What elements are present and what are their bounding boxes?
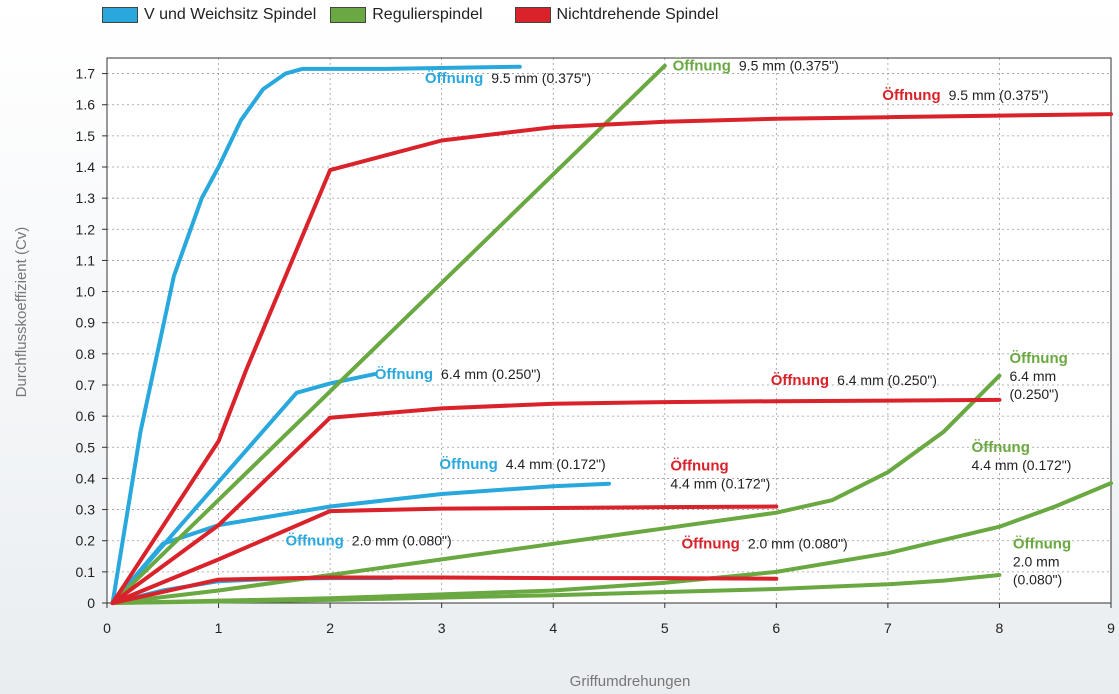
annotation-value: 9.5 mm (0.375") <box>949 87 1049 103</box>
series-line <box>110 481 1113 605</box>
annotation-label: Öffnung <box>882 87 940 104</box>
annotation-value: 4.4 mm (0.172") <box>670 476 770 492</box>
annotation-label: Öffnung <box>972 439 1030 456</box>
annotation-value: 2.0 mm (0.080") <box>352 532 452 548</box>
orifice-annotation: Öffnung 2.0 mm (0.080") <box>682 536 848 553</box>
annotation-label: Öffnung <box>425 70 483 87</box>
legend-swatch <box>330 7 367 23</box>
orifice-annotation: Öffnung 9.5 mm (0.375") <box>673 57 839 74</box>
x-tick-label: 0 <box>103 620 111 636</box>
orifice-annotation: Öffnung 9.5 mm (0.375") <box>882 87 1048 104</box>
y-tick-label: 0.3 <box>76 502 96 518</box>
annotation-label: Öffnung <box>771 372 829 389</box>
series-line <box>110 397 1002 605</box>
x-tick-label: 7 <box>884 620 892 636</box>
orifice-annotation: Öffnung 4.4 mm (0.172") <box>670 458 770 492</box>
series-line <box>110 481 611 605</box>
legend-swatch <box>514 7 551 23</box>
annotation-label: Öffnung <box>673 57 731 74</box>
x-tick-label: 9 <box>1107 620 1115 636</box>
y-tick-label: 1.1 <box>76 252 96 268</box>
orifice-annotation: Öffnung 2.0 mm (0.080") <box>1013 536 1071 588</box>
legend-item-v-spindle: V und Weichsitz Spindel <box>102 6 316 24</box>
x-tick-label: 6 <box>772 620 780 636</box>
y-tick-label: 1.0 <box>76 284 96 300</box>
y-tick-label: 0.2 <box>76 533 96 549</box>
y-tick-label: 1.4 <box>76 159 96 175</box>
series-line <box>110 575 779 605</box>
series-line <box>110 573 1002 605</box>
legend: V und Weichsitz Spindel Regulierspindel … <box>102 6 718 24</box>
series-line <box>110 63 667 605</box>
annotation-value: 4.4 mm (0.172") <box>506 456 606 472</box>
annotation-label: Öffnung <box>682 536 740 553</box>
legend-item-regulating-spindle: Regulierspindel <box>330 6 483 24</box>
orifice-annotation: Öffnung 6.4 mm (0.250") <box>771 372 937 389</box>
orifice-annotation: Öffnung 6.4 mm (0.250") <box>1009 350 1067 402</box>
plot-area <box>107 58 1111 603</box>
annotation-label: Öffnung <box>1009 350 1067 367</box>
y-tick-label: 0.4 <box>76 470 96 486</box>
legend-label: V und Weichsitz Spindel <box>144 6 317 23</box>
orifice-annotation: Öffnung 4.4 mm (0.172") <box>972 439 1072 473</box>
x-tick-label: 8 <box>996 620 1004 636</box>
y-tick-label: 0.7 <box>76 377 96 393</box>
annotation-label: Öffnung <box>285 532 343 549</box>
annotation-value: 6.4 mm <box>1009 368 1056 384</box>
y-tick-label: 0 <box>87 595 95 611</box>
y-tick-label: 1.5 <box>76 128 96 144</box>
series-line <box>110 504 779 605</box>
x-tick-label: 3 <box>438 620 446 636</box>
annotation-value: 4.4 mm (0.172") <box>972 457 1072 473</box>
annotation-value: (0.250") <box>1009 386 1058 402</box>
y-tick-label: 1.3 <box>76 190 96 206</box>
x-tick-label: 1 <box>215 620 223 636</box>
annotation-label: Öffnung <box>375 366 433 383</box>
y-tick-label: 0.9 <box>76 315 96 331</box>
annotation-label: Öffnung <box>1013 536 1071 553</box>
annotation-value: 9.5 mm (0.375") <box>491 70 591 86</box>
annotation-value: 2.0 mm (0.080") <box>748 536 848 552</box>
x-tick-label: 4 <box>549 620 557 636</box>
legend-item-nonrotating-spindle: Nichtdrehende Spindel <box>514 6 719 24</box>
y-tick-label: 1.2 <box>76 221 96 237</box>
annotation-value: 9.5 mm (0.375") <box>739 57 839 73</box>
legend-label: Nichtdrehende Spindel <box>556 6 719 23</box>
legend-label: Regulierspindel <box>372 6 483 23</box>
legend-swatch <box>102 7 138 23</box>
orifice-annotation: Öffnung 2.0 mm (0.080") <box>285 532 451 549</box>
y-tick-label: 0.6 <box>76 408 96 424</box>
y-tick-label: 1.7 <box>76 66 96 82</box>
y-tick-label: 0.1 <box>76 564 96 580</box>
series-line <box>110 372 377 605</box>
y-tick-label: 0.8 <box>76 346 96 362</box>
annotation-label: Öffnung <box>439 456 497 473</box>
y-axis-title: Durchflusskoeffizient (Cv) <box>13 227 30 398</box>
x-tick-label: 2 <box>326 620 334 636</box>
orifice-annotation: Öffnung 4.4 mm (0.172") <box>439 456 605 473</box>
orifice-annotation: Öffnung 9.5 mm (0.375") <box>425 70 591 87</box>
annotation-value: 6.4 mm (0.250") <box>441 366 541 382</box>
annotation-label: Öffnung <box>670 458 728 475</box>
annotation-value: 6.4 mm (0.250") <box>837 372 937 388</box>
plot-frame <box>106 57 1112 604</box>
series-line <box>110 64 522 605</box>
y-tick-label: 1.6 <box>76 97 96 113</box>
x-tick-label: 5 <box>661 620 669 636</box>
x-axis-title: Griffumdrehungen <box>570 673 691 690</box>
orifice-annotation: Öffnung 6.4 mm (0.250") <box>375 366 541 383</box>
annotation-value: (0.080") <box>1013 572 1062 588</box>
series-line <box>110 112 1113 605</box>
annotation-value: 2.0 mm <box>1013 554 1060 570</box>
y-tick-label: 0.5 <box>76 439 96 455</box>
